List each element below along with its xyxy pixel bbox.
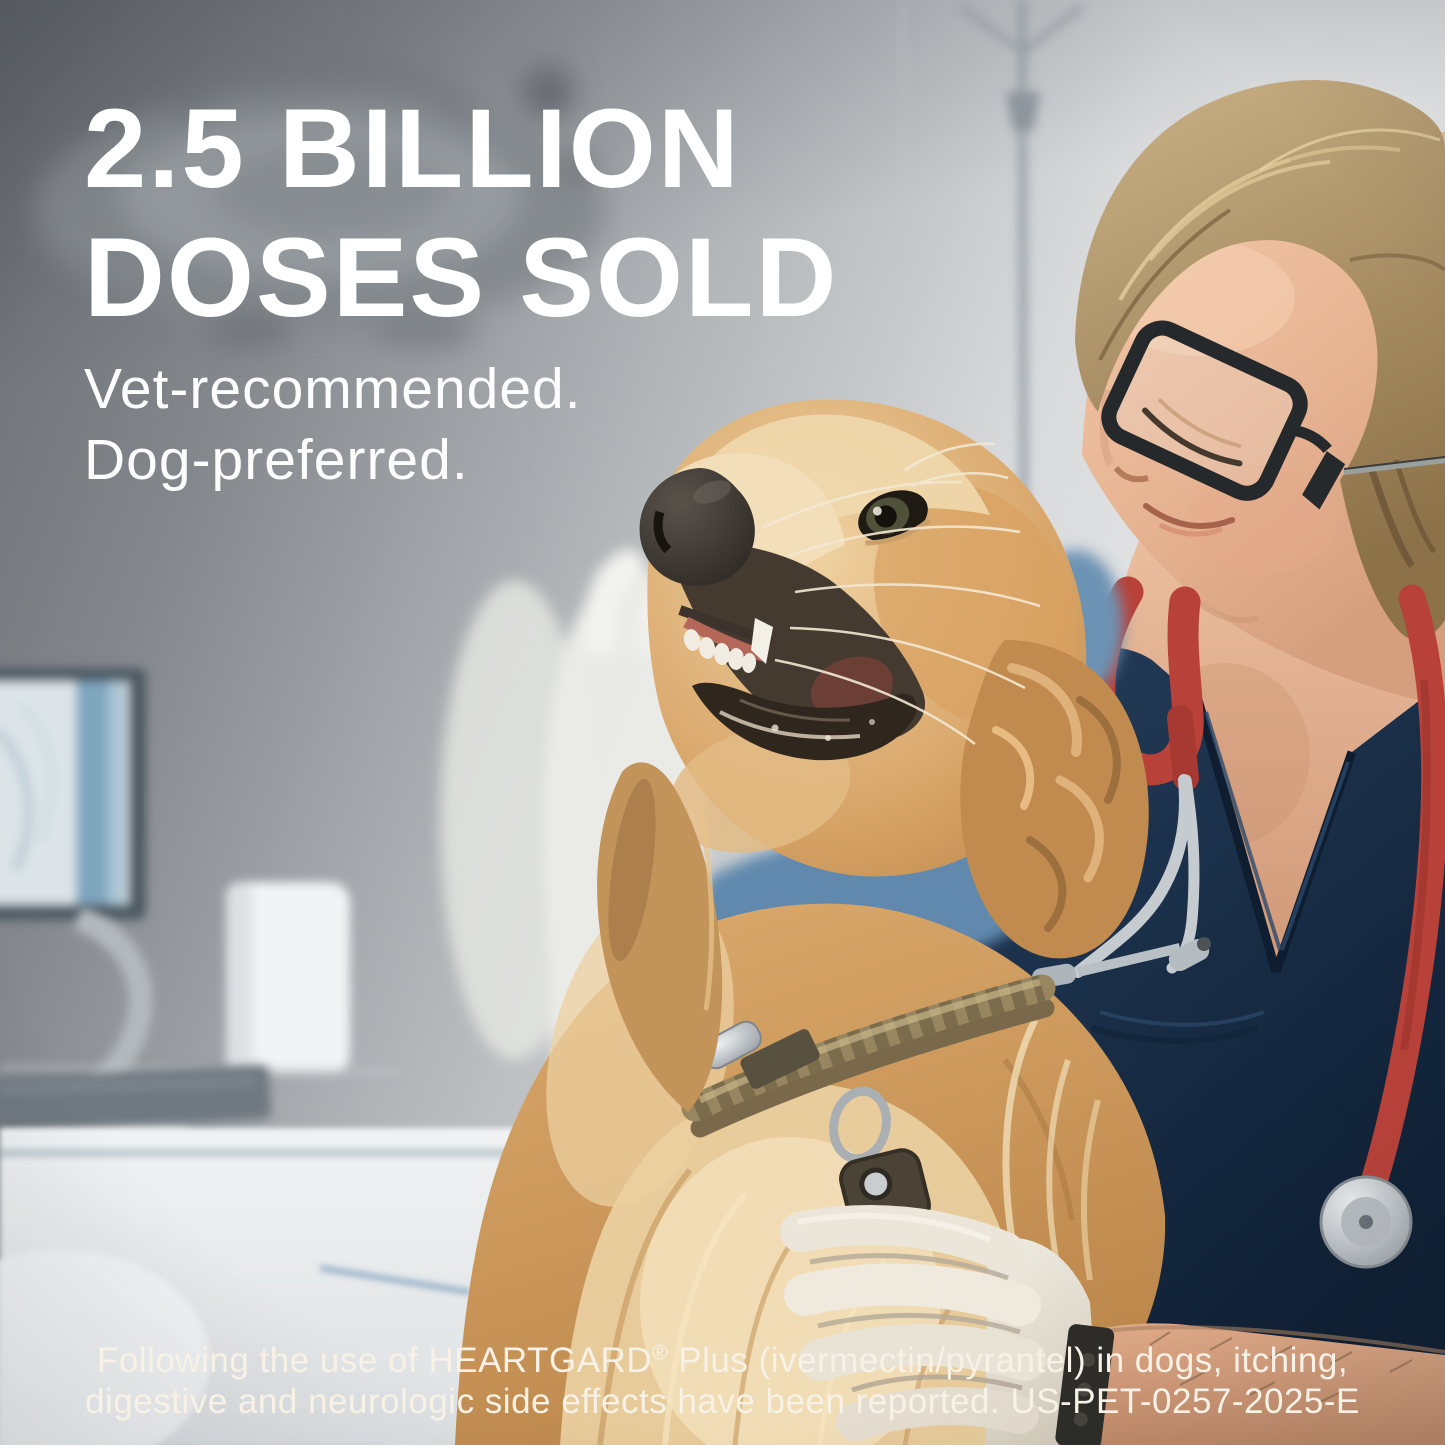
registered-trademark-symbol: ® bbox=[652, 1341, 669, 1365]
headline-line2: DOSES SOLD bbox=[84, 215, 839, 340]
subtitle: Vet-recommended. Dog-preferred. bbox=[84, 354, 582, 496]
disclaimer-line2: digestive and neurologic side effects ha… bbox=[85, 1382, 1360, 1421]
subtitle-line1: Vet-recommended. bbox=[84, 357, 582, 421]
disclaimer-line1-post: Plus (ivermectin/pyrantel) in dogs, itch… bbox=[668, 1341, 1349, 1380]
headline-line1: 2.5 BILLION bbox=[84, 86, 741, 211]
subtitle-line2: Dog-preferred. bbox=[84, 428, 469, 492]
headline: 2.5 BILLION DOSES SOLD bbox=[84, 84, 838, 342]
disclaimer-line1: Following the use of HEARTGARD® Plus (iv… bbox=[0, 1340, 1445, 1381]
disclaimer: Following the use of HEARTGARD® Plus (iv… bbox=[0, 1340, 1445, 1422]
disclaimer-line1-pre: Following the use of HEARTGARD bbox=[96, 1341, 653, 1380]
